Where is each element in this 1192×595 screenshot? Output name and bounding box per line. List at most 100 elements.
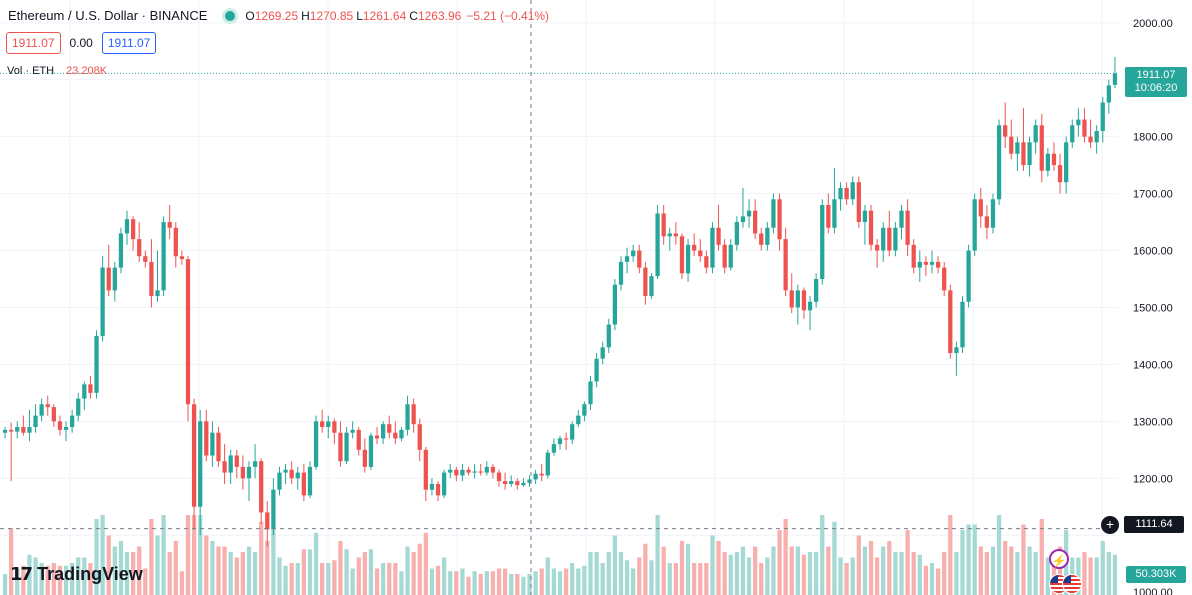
buy-price-button[interactable]: 1911.07 — [101, 32, 157, 54]
candle-body — [893, 227, 898, 251]
candle-body — [448, 469, 453, 473]
volume-bar — [283, 565, 288, 595]
candle-body — [1070, 125, 1075, 143]
candle-body — [563, 438, 569, 440]
candle-body — [698, 250, 703, 257]
candle-body — [1112, 73, 1118, 85]
volume-bar — [570, 563, 575, 595]
volume-bar — [984, 552, 990, 595]
change-value: −5.21 (−0.41%) — [466, 8, 550, 23]
candle-body — [1100, 102, 1105, 131]
trade-price-boxes: 1911.07 0.00 1911.07 — [6, 32, 157, 54]
candle-body — [624, 256, 630, 262]
candle-body — [185, 259, 191, 405]
candle-body — [76, 398, 81, 416]
candle-body — [198, 421, 203, 507]
candle-body — [838, 187, 843, 200]
candle-body — [576, 415, 581, 425]
candle-body — [82, 384, 87, 399]
candle-body — [57, 421, 63, 430]
volume-bar — [856, 535, 861, 595]
open-value: 1269.25 — [254, 8, 299, 23]
volume-bar — [990, 546, 996, 595]
candle-body — [234, 455, 239, 467]
volume-bar — [838, 557, 843, 595]
volume-bar — [685, 543, 691, 595]
volume-label[interactable]: Vol · ETH — [7, 65, 55, 77]
crosshair-price-label: 1111.64 — [1124, 516, 1184, 533]
candle-body — [246, 466, 252, 479]
candle-body — [344, 432, 349, 462]
last-price-value: 1911.07 — [1136, 69, 1176, 81]
candle-body — [137, 239, 142, 257]
open-label: O — [245, 8, 255, 23]
candle-body — [649, 276, 654, 297]
candle-body — [216, 432, 221, 462]
price-tick-label: 1600.00 — [1133, 246, 1173, 258]
last-price-label: 1911.07 10:06:20 — [1125, 67, 1187, 97]
candle-body — [149, 261, 154, 297]
volume-bar — [173, 541, 178, 595]
volume-bar — [350, 568, 355, 595]
volume-bar — [216, 546, 221, 595]
lightning-icon[interactable]: ⚡ — [1049, 549, 1069, 569]
candle-body — [521, 482, 526, 486]
volume-bar — [618, 552, 624, 595]
candle-body — [478, 471, 483, 473]
volume-bar — [1106, 552, 1111, 595]
symbol-title[interactable]: Ethereum / U.S. Dollar · BINANCE — [8, 8, 208, 23]
volume-bar — [533, 571, 538, 595]
volume-bar — [935, 568, 941, 595]
volume-bar — [807, 552, 813, 595]
candle-body — [1015, 142, 1020, 154]
candle-body — [1039, 125, 1044, 171]
candle-body — [9, 429, 14, 432]
candle-body — [326, 421, 331, 428]
volume-bar — [1088, 557, 1093, 595]
volume-bar — [472, 571, 477, 595]
volume-bar — [246, 546, 252, 595]
volume-bar — [893, 552, 898, 595]
candle-body — [783, 239, 788, 291]
candle-body — [692, 244, 697, 251]
volume-bar — [801, 554, 807, 595]
candle-body — [734, 222, 739, 245]
candle-body — [63, 427, 69, 430]
volume-bar — [960, 530, 965, 595]
candle-body — [381, 424, 386, 439]
candle-body — [582, 404, 587, 416]
volume-bar — [783, 519, 788, 595]
volume-bar — [441, 557, 447, 595]
candle-body — [826, 204, 831, 228]
high-value: 1270.85 — [309, 8, 354, 23]
candle-body — [27, 427, 32, 433]
candle-body — [935, 261, 941, 268]
candle-body — [393, 432, 398, 439]
sell-price-button[interactable]: 1911.07 — [6, 32, 61, 54]
candle-body — [429, 483, 435, 490]
volume-bar — [185, 515, 191, 595]
candle-body — [966, 250, 971, 302]
candle-body — [728, 244, 733, 268]
volume-bar — [356, 557, 361, 595]
candle-body — [399, 429, 404, 439]
volume-bar — [1082, 552, 1087, 595]
volume-bar — [521, 576, 526, 595]
tradingview-logo[interactable]: 17 TradingView — [10, 564, 143, 585]
candle-body — [679, 236, 685, 274]
symbol-legend: Ethereum / U.S. Dollar · BINANCE O 1269.2… — [8, 8, 549, 23]
candle-body — [954, 347, 959, 354]
candle-body — [850, 182, 855, 200]
candle-body — [313, 421, 319, 467]
plus-circle-icon[interactable]: + — [1101, 516, 1119, 534]
candle-body — [807, 301, 813, 311]
candle-body — [942, 267, 947, 291]
volume-bar — [929, 563, 935, 595]
candle-body — [301, 472, 307, 496]
volume-bar — [155, 535, 160, 595]
volume-bar — [881, 546, 886, 595]
volume-bar — [179, 571, 185, 595]
us-flag-icon[interactable] — [1062, 574, 1082, 594]
candle-body — [161, 222, 166, 291]
